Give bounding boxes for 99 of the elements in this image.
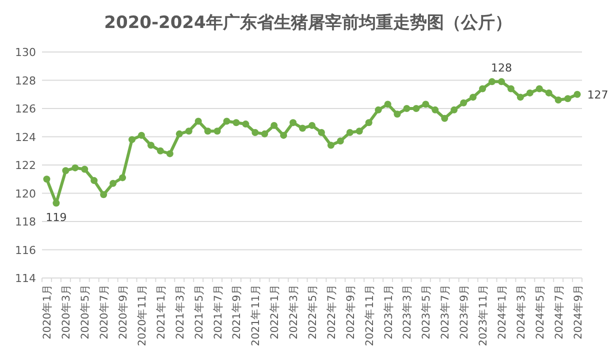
- point: [516, 94, 524, 101]
- point: [214, 128, 221, 135]
- x-tick-label: 2023年3月: [402, 284, 414, 340]
- point: [336, 137, 344, 144]
- point: [308, 122, 316, 129]
- point: [526, 89, 534, 96]
- point: [223, 118, 230, 125]
- point: [252, 129, 259, 136]
- point: [43, 176, 50, 183]
- x-tick-label: 2022年11月: [364, 284, 376, 346]
- point: [290, 119, 297, 126]
- point: [432, 106, 439, 114]
- x-tick-label: 2022年5月: [307, 284, 319, 340]
- point: [365, 119, 372, 126]
- point: [185, 128, 192, 135]
- point: [138, 132, 145, 139]
- point: [374, 106, 382, 114]
- point: [242, 120, 250, 128]
- point: [110, 180, 117, 187]
- point: [62, 167, 70, 174]
- point: [318, 129, 325, 136]
- point: [564, 95, 572, 102]
- point: [90, 177, 98, 184]
- point: [554, 96, 562, 104]
- point: [119, 174, 126, 182]
- point: [100, 191, 108, 198]
- x-tick-label: 2024年7月: [553, 284, 566, 340]
- y-tick-label: 126: [15, 102, 36, 116]
- point: [470, 94, 477, 101]
- data-label: 128: [490, 62, 512, 75]
- x-tick-label: 2021年5月: [193, 284, 206, 340]
- point: [232, 119, 240, 126]
- x-tick-label: 2020年5月: [80, 284, 92, 340]
- point: [441, 114, 448, 122]
- x-tick-label: 2022年7月: [326, 284, 338, 340]
- point: [270, 122, 278, 129]
- y-tick-label: 118: [15, 216, 36, 228]
- point: [299, 124, 306, 132]
- point: [346, 129, 354, 136]
- point: [356, 128, 363, 135]
- x-tick-label: 2023年5月: [420, 284, 433, 340]
- point: [422, 100, 430, 108]
- x-tick-label: 2020年11月: [136, 284, 148, 346]
- point: [545, 89, 552, 96]
- point: [412, 105, 420, 112]
- point: [450, 106, 458, 114]
- point: [536, 85, 543, 92]
- x-tick-label: 2023年7月: [440, 284, 452, 340]
- y-tick-label: 114: [15, 272, 36, 285]
- x-tick-label: 2021年3月: [174, 284, 186, 340]
- data-label: 127: [587, 88, 608, 102]
- x-tick-label: 2023年9月: [458, 284, 471, 340]
- x-tick-label: 2020年1月: [42, 284, 54, 340]
- y-tick-label: 130: [15, 46, 36, 59]
- point: [574, 90, 581, 98]
- point: [194, 118, 202, 125]
- x-tick-label: 2024年3月: [515, 284, 528, 340]
- x-tick-label: 2022年3月: [288, 284, 300, 340]
- x-tick-label: 2023年1月: [382, 284, 395, 340]
- point: [394, 110, 401, 118]
- y-tick-label: 116: [15, 244, 36, 257]
- point: [479, 85, 486, 92]
- point: [166, 150, 174, 158]
- y-tick-label: 120: [15, 187, 36, 200]
- y-tick-label: 122: [15, 159, 36, 172]
- x-tick-label: 2020年7月: [98, 284, 111, 340]
- chart-title: 2020-2024年广东省生猪屠宰前均重走势图（公斤）: [104, 13, 512, 33]
- point: [52, 200, 60, 207]
- point: [488, 78, 496, 86]
- x-tick-label: 2022年1月: [269, 284, 282, 340]
- x-tick-label: 2021年11月: [250, 284, 262, 346]
- x-tick-label: 2024年9月: [572, 284, 584, 340]
- point: [72, 164, 79, 172]
- y-tick-label: 124: [15, 130, 36, 144]
- x-tick-label: 2021年9月: [231, 284, 244, 340]
- point: [81, 166, 88, 173]
- point: [498, 78, 505, 86]
- point: [128, 136, 136, 144]
- x-tick-label: 2020年9月: [118, 284, 130, 340]
- point: [403, 105, 410, 112]
- x-tick-label: 2021年7月: [212, 284, 224, 340]
- x-tick-label: 2023年11月: [478, 284, 490, 346]
- point: [280, 132, 288, 139]
- x-tick-label: 2022年9月: [344, 284, 357, 340]
- point: [327, 142, 334, 149]
- point: [156, 147, 164, 154]
- y-tick-label: 128: [15, 74, 36, 88]
- x-tick-label: 2024年1月: [496, 284, 508, 340]
- x-tick-label: 2021年1月: [155, 284, 168, 340]
- point: [384, 100, 392, 108]
- point: [176, 130, 183, 138]
- point: [460, 99, 468, 106]
- point: [147, 142, 154, 149]
- point: [261, 130, 268, 138]
- x-tick-label: 2020年3月: [60, 284, 73, 340]
- point: [507, 85, 514, 92]
- x-tick-label: 2024年5月: [534, 284, 546, 340]
- data-label: 119: [46, 211, 67, 224]
- point: [204, 128, 212, 135]
